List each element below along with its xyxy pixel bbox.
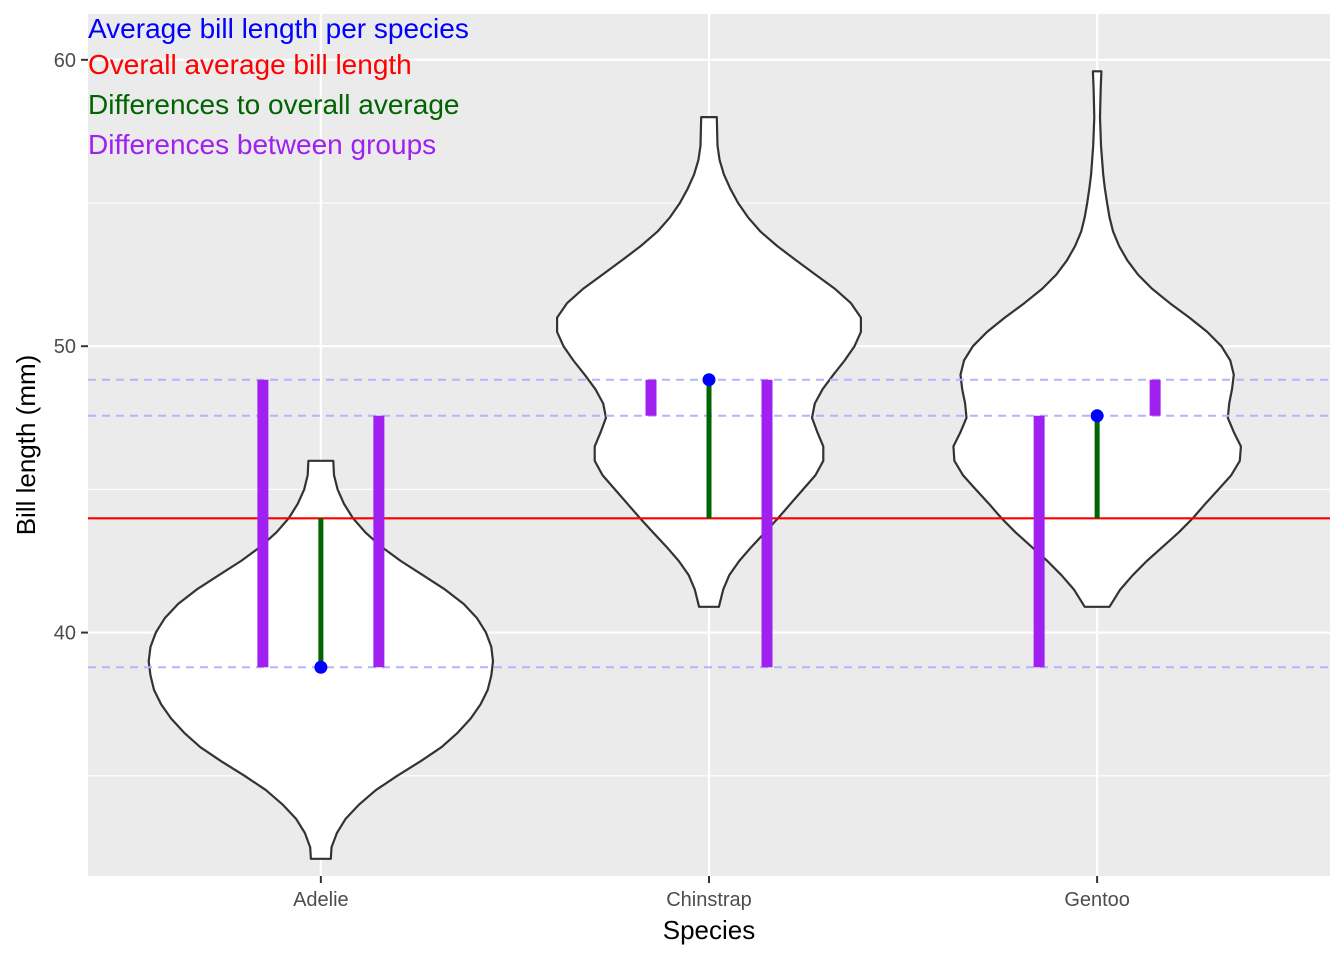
annotations: Average bill length per species Overall a… — [88, 13, 469, 160]
group-mean-point — [314, 660, 328, 674]
y-axis-title: Bill length (mm) — [11, 355, 41, 536]
annotation-text: Differences between groups — [88, 129, 436, 160]
annotation-text: Overall average bill length — [88, 49, 412, 80]
x-tick-label: Chinstrap — [666, 889, 752, 911]
y-tick-label: 40 — [54, 623, 76, 645]
violin-chinstrap — [556, 116, 862, 608]
x-tick-label: Gentoo — [1064, 889, 1130, 911]
differences-to-overall — [318, 379, 1100, 668]
y-tick-label: 60 — [54, 50, 76, 72]
group-mean-points — [314, 373, 1104, 674]
y-tick-label: 50 — [54, 336, 76, 358]
differences-between-groups — [257, 379, 1161, 668]
x-axis-title: Species — [663, 915, 756, 945]
annotation-text: Average bill length per species — [88, 13, 469, 44]
annotation-text: Differences to overall average — [88, 89, 459, 120]
x-axis: Adelie Chinstrap Gentoo — [293, 876, 1130, 911]
y-axis: 40 50 60 — [54, 50, 88, 645]
x-tick-label: Adelie — [293, 889, 349, 911]
group-mean-point — [1090, 409, 1104, 423]
violin-gentoo — [952, 70, 1242, 608]
group-mean-point — [702, 373, 716, 387]
